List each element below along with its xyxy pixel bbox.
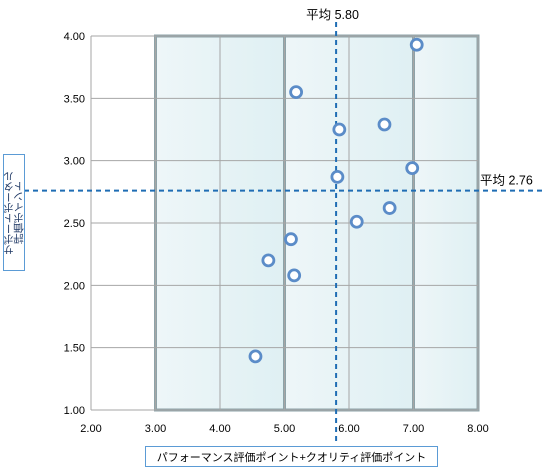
x-tick-label: 2.00 (80, 423, 101, 435)
x-tick-label: 4.00 (209, 423, 230, 435)
x-tick-labels: 2.00 3.00 4.00 5.00 6.00 7.00 8.00 (80, 423, 488, 435)
x-tick-label: 7.00 (403, 423, 424, 435)
y-tick-label: 3.00 (64, 156, 85, 168)
y-tick-label: 2.00 (64, 280, 85, 292)
data-point (377, 117, 392, 132)
y-axis-label: サポートポータル 評価ポイント (3, 170, 25, 255)
x-tick-label: 6.00 (338, 423, 359, 435)
average-lines: 平均 5.80 平均 2.76 (24, 8, 543, 441)
average-y-label: 平均 2.76 (480, 174, 533, 188)
data-point (248, 349, 263, 364)
data-point (287, 268, 302, 283)
y-tick-label: 1.00 (64, 405, 85, 417)
average-x-label: 平均 5.80 (306, 8, 359, 22)
x-axis-label-box: パフォーマンス評価ポイント+クオリティ評価ポイント (145, 446, 438, 467)
x-tick-label: 3.00 (145, 423, 166, 435)
x-tick-label: 8.00 (467, 423, 488, 435)
data-point (349, 214, 364, 229)
y-axis-label-box: サポートポータル 評価ポイント (3, 154, 25, 271)
y-tick-label: 3.50 (64, 93, 85, 105)
data-point (409, 37, 424, 52)
y-tick-label: 4.00 (64, 31, 85, 43)
x-axis-label: パフォーマンス評価ポイント+クオリティ評価ポイント (156, 451, 427, 464)
y-tick-label: 2.50 (64, 218, 85, 230)
data-point (261, 253, 276, 268)
data-point (284, 232, 298, 247)
data-point (382, 201, 397, 215)
y-tick-label: 1.50 (64, 343, 85, 355)
x-tick-label: 5.00 (274, 423, 295, 435)
data-point (289, 85, 304, 99)
data-point (405, 161, 420, 176)
data-points (248, 37, 424, 364)
grid-lines (90, 35, 479, 411)
data-point (330, 169, 345, 184)
y-tick-labels: 1.00 1.50 2.00 2.50 3.00 3.50 4.00 (64, 31, 85, 417)
data-point (332, 122, 347, 137)
